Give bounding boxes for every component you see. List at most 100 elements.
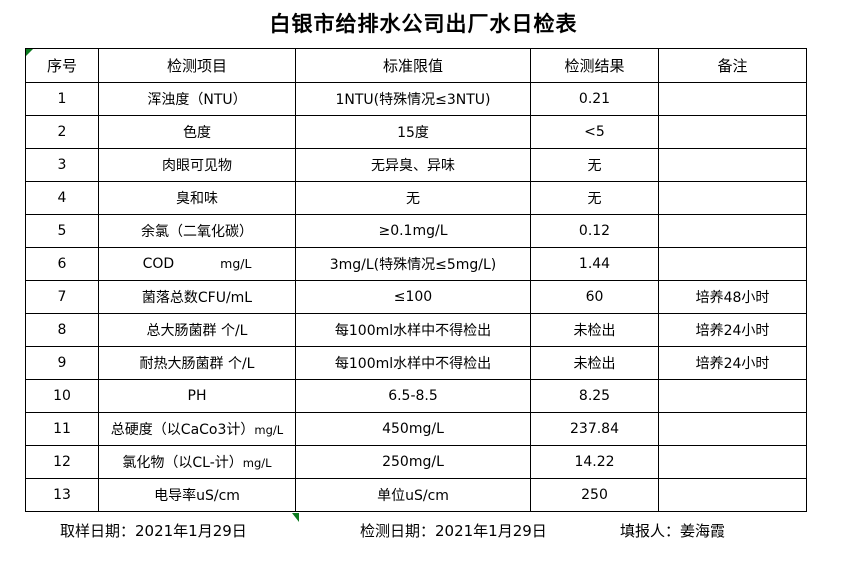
column-header-result: 检测结果 [530, 48, 659, 83]
cell-item: 电导率uS/cm [98, 478, 296, 512]
cell-result: 60 [530, 280, 659, 314]
table-row: 9 耐热大肠菌群 个/L 每100ml水样中不得检出 未检出 培养24小时 [25, 346, 807, 380]
cell-no: 12 [25, 445, 99, 479]
cell-item: 肉眼可见物 [98, 148, 296, 182]
cell-standard: 无异臭、异味 [295, 148, 531, 182]
sample-date-label: 取样日期：2021年1月29日 [60, 522, 247, 540]
cell-item-main: 氯化物（以CL-计） [122, 455, 243, 471]
cell-result: 未检出 [530, 313, 659, 347]
inspection-table-container: 序号 检测项目 标准限值 检测结果 备注 1 浑浊度（NTU） 1NTU(特殊情… [25, 48, 807, 512]
cell-no: 5 [25, 214, 99, 248]
table-row: 11 总硬度（以CaCo3计）mg/L 450mg/L 237.84 [25, 412, 807, 446]
cell-note [658, 115, 807, 149]
table-row: 8 总大肠菌群 个/L 每100ml水样中不得检出 未检出 培养24小时 [25, 313, 807, 347]
cell-no: 11 [25, 412, 99, 446]
cell-note: 培养24小时 [658, 346, 807, 380]
cell-no: 7 [25, 280, 99, 314]
cell-result: 237.84 [530, 412, 659, 446]
table-row: 10 PH 6.5-8.5 8.25 [25, 379, 807, 413]
cell-item: 浑浊度（NTU） [98, 82, 296, 116]
column-header-note: 备注 [658, 48, 807, 83]
cell-standard: 250mg/L [295, 445, 531, 479]
cell-result: 0.12 [530, 214, 659, 248]
cell-item: 臭和味 [98, 181, 296, 215]
cell-item: 总大肠菌群 个/L [98, 313, 296, 347]
cell-note [658, 379, 807, 413]
table-row: 12 氯化物（以CL-计）mg/L 250mg/L 14.22 [25, 445, 807, 479]
table-row: 3 肉眼可见物 无异臭、异味 无 [25, 148, 807, 182]
cell-result: 无 [530, 181, 659, 215]
cell-no: 6 [25, 247, 99, 281]
inspection-table: 序号 检测项目 标准限值 检测结果 备注 1 浑浊度（NTU） 1NTU(特殊情… [25, 48, 807, 512]
table-row: 7 菌落总数CFU/mL ≤100 60 培养48小时 [25, 280, 807, 314]
cell-note [658, 214, 807, 248]
cell-result: 未检出 [530, 346, 659, 380]
cell-standard: 每100ml水样中不得检出 [295, 313, 531, 347]
cell-standard: 单位uS/cm [295, 478, 531, 512]
cell-item: PH [98, 379, 296, 413]
footer-row: 取样日期：2021年1月29日 检测日期：2021年1月29日 填报人：姜海霞 [25, 520, 806, 548]
cell-result: <5 [530, 115, 659, 149]
cell-note [658, 445, 807, 479]
cell-item: 氯化物（以CL-计）mg/L [98, 445, 296, 479]
cell-item: 菌落总数CFU/mL [98, 280, 296, 314]
table-row: 6 COD mg/L 3mg/L(特殊情况≤5mg/L) 1.44 [25, 247, 807, 281]
cell-note [658, 247, 807, 281]
cell-note [658, 478, 807, 512]
cell-result: 0.21 [530, 82, 659, 116]
cell-comment-marker-icon [292, 513, 299, 522]
cell-no: 8 [25, 313, 99, 347]
cell-no: 10 [25, 379, 99, 413]
cell-note: 培养48小时 [658, 280, 807, 314]
cell-item: 耐热大肠菌群 个/L [98, 346, 296, 380]
cell-result: 无 [530, 148, 659, 182]
cell-no: 13 [25, 478, 99, 512]
cell-standard: 每100ml水样中不得检出 [295, 346, 531, 380]
cell-item-unit: mg/L [220, 256, 252, 271]
cell-comment-marker-icon [26, 49, 33, 56]
cell-note [658, 82, 807, 116]
cell-note [658, 412, 807, 446]
cell-standard: 3mg/L(特殊情况≤5mg/L) [295, 247, 531, 281]
cell-standard: ≥0.1mg/L [295, 214, 531, 248]
cell-result: 14.22 [530, 445, 659, 479]
cell-item: 色度 [98, 115, 296, 149]
cell-item-unit: mg/L [242, 456, 272, 470]
cell-result: 8.25 [530, 379, 659, 413]
table-header-row: 序号 检测项目 标准限值 检测结果 备注 [25, 48, 807, 83]
table-row: 4 臭和味 无 无 [25, 181, 807, 215]
cell-no: 2 [25, 115, 99, 149]
cell-item-unit: mg/L [254, 423, 284, 437]
cell-no: 9 [25, 346, 99, 380]
cell-no: 4 [25, 181, 99, 215]
cell-result: 250 [530, 478, 659, 512]
cell-note: 培养24小时 [658, 313, 807, 347]
cell-note [658, 181, 807, 215]
table-row: 13 电导率uS/cm 单位uS/cm 250 [25, 478, 807, 512]
cell-standard: 1NTU(特殊情况≤3NTU) [295, 82, 531, 116]
cell-item-main: 总硬度（以CaCo3计） [110, 422, 255, 438]
cell-standard: 15度 [295, 115, 531, 149]
page-title: 白银市给排水公司出厂水日检表 [269, 12, 578, 36]
cell-item: 余氯（二氧化碳） [98, 214, 296, 248]
cell-item-main: COD [142, 256, 175, 272]
cell-note [658, 148, 807, 182]
table-row: 1 浑浊度（NTU） 1NTU(特殊情况≤3NTU) 0.21 [25, 82, 807, 116]
column-header-standard: 标准限值 [295, 48, 531, 83]
cell-no: 1 [25, 82, 99, 116]
cell-standard: 450mg/L [295, 412, 531, 446]
column-header-no: 序号 [25, 48, 99, 83]
cell-no: 3 [25, 148, 99, 182]
test-date-label: 检测日期：2021年1月29日 [360, 522, 547, 540]
column-header-item: 检测项目 [98, 48, 296, 83]
cell-result: 1.44 [530, 247, 659, 281]
cell-standard: 无 [295, 181, 531, 215]
table-row: 5 余氯（二氧化碳） ≥0.1mg/L 0.12 [25, 214, 807, 248]
cell-standard: ≤100 [295, 280, 531, 314]
cell-standard: 6.5-8.5 [295, 379, 531, 413]
reporter-label: 填报人：姜海霞 [620, 522, 726, 540]
cell-item: 总硬度（以CaCo3计）mg/L [98, 412, 296, 446]
cell-item: COD mg/L [98, 247, 296, 281]
table-row: 2 色度 15度 <5 [25, 115, 807, 149]
